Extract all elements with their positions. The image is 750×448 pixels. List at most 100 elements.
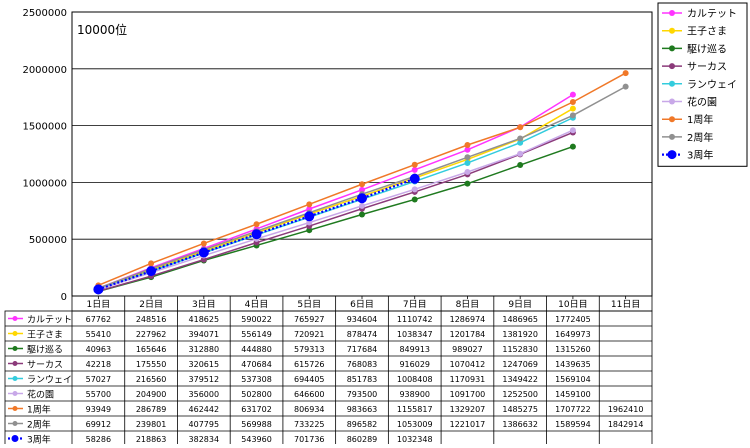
- table-value: 1842914: [608, 420, 644, 429]
- table-value: 55700: [86, 390, 111, 399]
- table-value: 218863: [136, 435, 167, 444]
- legend-swatch-marker: [669, 63, 675, 70]
- data-point: [306, 201, 313, 208]
- data-point: [569, 112, 576, 119]
- table-value: 806934: [294, 405, 325, 414]
- table-series-label: 1周年: [27, 404, 51, 416]
- table-value: 860289: [347, 435, 378, 444]
- table-value: 1221017: [450, 420, 486, 429]
- table-value: 537308: [241, 375, 272, 384]
- data-point: [464, 159, 471, 166]
- table-value: 175550: [136, 360, 167, 369]
- x-category-label: 6日目: [350, 299, 374, 310]
- y-tick-label: 0: [61, 292, 67, 303]
- table-value: 1247069: [502, 360, 538, 369]
- table-value: 1329207: [450, 405, 486, 414]
- table-value: 382834: [189, 435, 220, 444]
- table-value: 878474: [347, 330, 378, 339]
- data-point: [569, 127, 576, 134]
- table-value: 312880: [189, 345, 220, 354]
- table-value: 356000: [189, 390, 220, 399]
- data-point: [146, 266, 157, 277]
- x-category-label: 4日目: [245, 299, 269, 310]
- table-key-marker: [12, 391, 18, 396]
- table-key-marker: [11, 435, 19, 442]
- table-value: 57027: [86, 375, 111, 384]
- data-point: [251, 229, 262, 240]
- data-point: [253, 221, 260, 228]
- data-point: [622, 83, 629, 90]
- table-value: 765927: [294, 315, 325, 324]
- table-value: 1008408: [397, 375, 433, 384]
- table-series-label: ランウェイ: [27, 375, 72, 386]
- table-series-label: 2周年: [27, 419, 51, 431]
- table-value: 502800: [241, 390, 272, 399]
- data-point: [304, 211, 315, 222]
- data-point: [569, 143, 576, 150]
- table-series-label: 3周年: [27, 434, 51, 445]
- x-category-label: 8日目: [456, 299, 480, 310]
- table-value: 216560: [136, 375, 167, 384]
- table-key-marker: [12, 421, 18, 426]
- table-key-marker: [12, 376, 18, 381]
- table-value: 1038347: [397, 330, 433, 339]
- table-value: 248516: [136, 315, 167, 324]
- table-value: 615726: [294, 360, 325, 369]
- table-value: 227962: [136, 330, 167, 339]
- data-point: [464, 180, 471, 187]
- table-value: 1589594: [555, 420, 591, 429]
- table-key-marker: [12, 361, 18, 366]
- table-series-label: サーカス: [27, 360, 63, 371]
- data-point: [569, 105, 576, 112]
- x-category-label: 5日目: [297, 299, 321, 310]
- table-value: 1053009: [397, 420, 433, 429]
- legend-label: サーカス: [687, 61, 727, 73]
- data-point: [464, 168, 471, 175]
- series-line-0: [98, 94, 574, 290]
- data-point: [517, 124, 524, 131]
- table-key-marker: [12, 331, 18, 336]
- table-value: 55410: [86, 330, 111, 339]
- legend-swatch-marker: [669, 116, 675, 123]
- table-value: 1286974: [450, 315, 486, 324]
- table-value: 733225: [294, 420, 325, 429]
- y-tick-label: 2000000: [22, 65, 67, 76]
- table-value: 379512: [189, 375, 220, 384]
- series-line-4: [98, 117, 574, 291]
- table-value: 67762: [86, 315, 111, 324]
- table-series-label: 花の園: [27, 389, 54, 401]
- table-value: 646600: [294, 390, 325, 399]
- data-point: [517, 135, 524, 142]
- legend-label: カルテット: [687, 8, 737, 20]
- legend-label: 花の園: [687, 96, 717, 109]
- data-point: [569, 99, 576, 106]
- table-value: 1772405: [555, 315, 591, 324]
- table-key-marker: [12, 406, 18, 411]
- legend-swatch-marker: [669, 45, 675, 52]
- data-point: [409, 173, 420, 184]
- legend-swatch-marker: [669, 98, 675, 105]
- table-value: 701736: [294, 435, 325, 444]
- data-point: [198, 247, 209, 258]
- table-value: 239801: [136, 420, 167, 429]
- table-value: 1485275: [502, 405, 538, 414]
- table-value: 69912: [86, 420, 111, 429]
- table-value: 717684: [347, 345, 378, 354]
- table-value: 42218: [86, 360, 111, 369]
- legend-label: 王子さま: [687, 26, 727, 38]
- table-value: 579313: [294, 345, 325, 354]
- data-point: [359, 186, 365, 193]
- data-point: [306, 227, 313, 234]
- table-value: 631702: [241, 405, 272, 414]
- data-point: [148, 260, 155, 267]
- data-point: [517, 162, 524, 169]
- data-point: [411, 186, 418, 193]
- table-series-label: カルテット: [27, 315, 72, 326]
- table-value: 1459100: [555, 390, 591, 399]
- data-point: [622, 70, 629, 77]
- table-value: 569988: [241, 420, 272, 429]
- data-point: [464, 154, 471, 161]
- x-category-label: 1日目: [86, 299, 110, 310]
